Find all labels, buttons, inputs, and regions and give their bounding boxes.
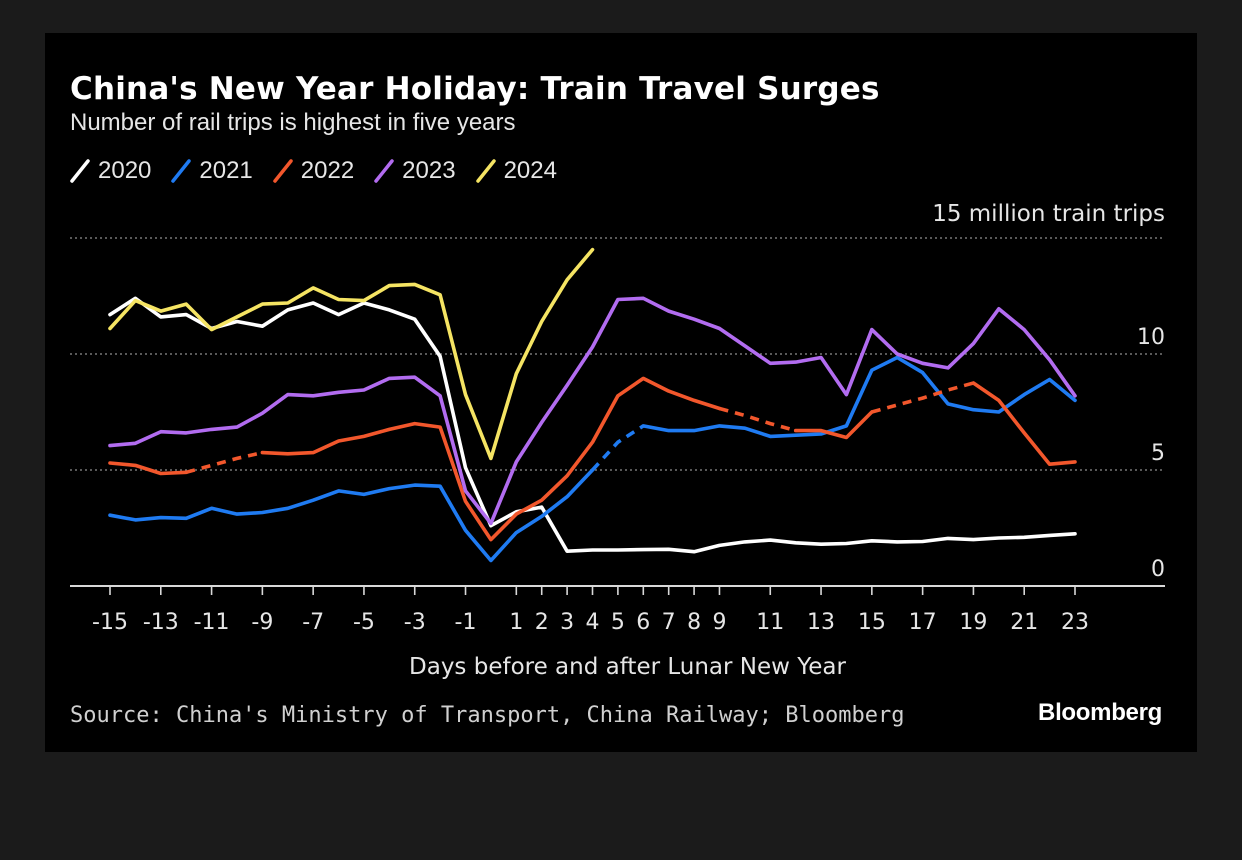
- series-lines: [108, 247, 1077, 563]
- legend-swatch-2022: [273, 159, 293, 183]
- y-unit-label: 15 million train trips: [932, 201, 1165, 227]
- legend-item-2024: 2024: [475, 157, 557, 185]
- x-tick-label: 3: [560, 610, 574, 635]
- legend-item-2023: 2023: [374, 157, 456, 185]
- x-tick-label: 4: [586, 610, 600, 635]
- x-tick-label: -7: [302, 610, 324, 635]
- series-line-2022-seg6: [971, 381, 1077, 467]
- x-tick-label: 11: [756, 610, 784, 635]
- gridlines: [70, 237, 1165, 471]
- legend-label-2022: 2022: [300, 157, 355, 184]
- legend-swatch-2021: [171, 159, 192, 183]
- x-tick-label: 6: [636, 610, 650, 635]
- legend-label-2023: 2023: [402, 157, 456, 184]
- series-line-2020-seg0: [108, 296, 1077, 554]
- x-tick-label: 5: [611, 610, 625, 635]
- legend-swatch-2024: [475, 159, 496, 183]
- legend-item-2022: 2022: [273, 157, 354, 185]
- series-line-2022-dashed-seg3: [719, 406, 797, 433]
- series-line-2022-dashed-seg1: [185, 450, 263, 475]
- y-tick-label: 10: [1137, 325, 1165, 350]
- chart-card: China's New Year Holiday: Train Travel S…: [45, 33, 1197, 752]
- x-tick-label: -13: [143, 610, 179, 635]
- legend-label-2020: 2020: [98, 157, 152, 184]
- x-tick-label: 21: [1010, 610, 1038, 635]
- x-tick-label: -1: [455, 610, 477, 635]
- x-tick-label: 8: [687, 610, 701, 635]
- x-tick-label: 17: [909, 610, 937, 635]
- x-tick-label: 1: [509, 610, 523, 635]
- x-tick-label: -9: [251, 610, 273, 635]
- series-line-2021-seg0: [108, 468, 595, 563]
- x-tick-label: -15: [92, 610, 128, 635]
- chart-subtitle: Number of rail trips is highest in five …: [70, 109, 516, 136]
- legend-swatch-2023: [374, 159, 394, 183]
- x-tick-label: -11: [194, 610, 230, 635]
- bloomberg-logo: Bloomberg: [1038, 699, 1162, 726]
- x-tick-label: 7: [662, 610, 676, 635]
- legend-item-2020: 2020: [70, 157, 151, 185]
- x-axis: [70, 585, 1165, 595]
- y-tick-label: 0: [1151, 557, 1165, 582]
- legend-label-2024: 2024: [503, 157, 557, 184]
- series-line-2022-seg2: [260, 376, 722, 542]
- x-tick-label: 2: [535, 610, 549, 635]
- chart-title: China's New Year Holiday: Train Travel S…: [70, 71, 880, 107]
- x-tick-label: -5: [353, 610, 375, 635]
- x-tick-label: -3: [404, 610, 426, 635]
- y-tick-label: 5: [1151, 441, 1165, 466]
- series-line-2021-seg2: [641, 355, 1077, 439]
- x-tick-label: 13: [807, 610, 835, 635]
- legend: 2020 2021 2022 2023 2024: [70, 157, 577, 185]
- x-tick-label: 9: [712, 610, 726, 635]
- x-tick-label: 23: [1061, 610, 1089, 635]
- series-line-2022-seg4: [793, 410, 874, 440]
- series-line-2022-dashed-seg5: [871, 381, 974, 414]
- source-note: Source: China's Ministry of Transport, C…: [70, 703, 905, 728]
- series-line-2023-seg0: [108, 296, 1077, 526]
- legend-swatch-2020: [70, 159, 90, 183]
- legend-item-2021: 2021: [171, 157, 253, 185]
- x-tick-label: 19: [959, 610, 987, 635]
- series-line-2022-seg0: [108, 461, 188, 476]
- series-line-2021-dashed-seg1: [591, 424, 645, 472]
- x-axis-title: Days before and after Lunar New Year: [409, 654, 846, 680]
- x-tick-label: 15: [858, 610, 886, 635]
- series-line-2024-seg0: [108, 247, 595, 461]
- legend-label-2021: 2021: [199, 157, 253, 184]
